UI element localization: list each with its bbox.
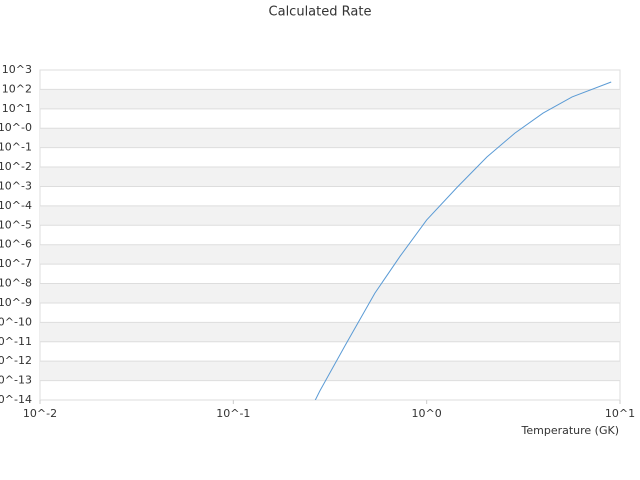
y-tick-label: 10^2 [2, 82, 32, 95]
chart-title: Calculated Rate [269, 5, 372, 20]
grid-band [40, 244, 620, 265]
grid-band [40, 283, 620, 303]
y-tick-label: 10^-0 [0, 121, 32, 134]
y-tick-label: 10^-13 [0, 374, 32, 387]
y-tick-label: 10^-14 [0, 393, 32, 406]
data-line [314, 81, 612, 400]
y-tick-label: 10^-4 [0, 199, 32, 212]
y-tick-label: 10^-9 [0, 296, 32, 309]
x-tick-label: 10^-2 [23, 407, 57, 420]
grid-band [40, 89, 620, 109]
x-tick-label: 10^1 [605, 407, 635, 420]
grid-band [40, 205, 620, 226]
y-tick-label: 10^-1 [0, 141, 32, 154]
grid-band [40, 167, 620, 187]
x-tick-label: 10^-1 [216, 407, 250, 420]
plot-area [39, 69, 621, 401]
y-tick-label: 10^-12 [0, 354, 32, 367]
y-tick-label: 10^3 [2, 63, 32, 76]
x-tick-label: 10^0 [412, 407, 442, 420]
grid-band [40, 361, 620, 381]
grid-band [40, 128, 620, 148]
grid-band [40, 322, 620, 342]
y-tick-label: 10^-3 [0, 179, 32, 192]
x-axis-label: Temperature (GK) [521, 424, 620, 437]
y-tick-label: 10^1 [2, 102, 32, 115]
y-tick-label: 10^-2 [0, 160, 32, 173]
y-tick-label: 10^-6 [0, 238, 32, 251]
y-tick-label: 10^-8 [0, 277, 32, 290]
y-tick-label: 10^-11 [0, 335, 32, 348]
y-tick-label: 10^-7 [0, 257, 32, 270]
y-tick-label: 10^-5 [0, 218, 32, 231]
y-tick-label: 10^-10 [0, 315, 32, 328]
